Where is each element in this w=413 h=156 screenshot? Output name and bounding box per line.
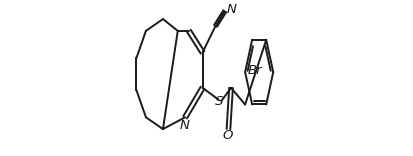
- Text: N: N: [179, 119, 189, 132]
- Text: N: N: [226, 3, 235, 16]
- Text: Br: Br: [247, 64, 262, 77]
- Text: O: O: [222, 129, 233, 142]
- Text: S: S: [214, 95, 223, 108]
